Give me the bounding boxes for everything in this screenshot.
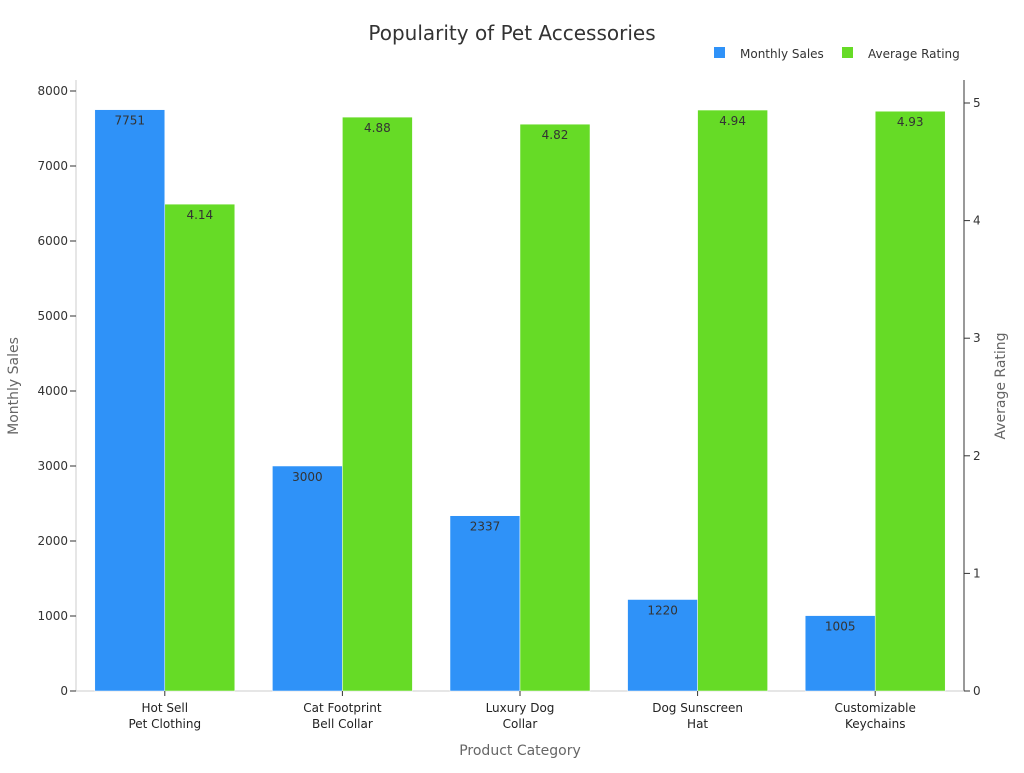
x-tick-label: Pet Clothing	[128, 717, 201, 731]
chart-title: Popularity of Pet Accessories	[368, 21, 655, 45]
x-axis-label: Product Category	[459, 743, 581, 759]
x-tick-label: Hot Sell	[142, 701, 189, 715]
y2-tick-label: 0	[973, 684, 981, 698]
data-label: 4.94	[719, 114, 746, 128]
data-label: 4.82	[542, 128, 569, 142]
x-tick-label: Luxury Dog	[486, 701, 555, 715]
data-label: 7751	[115, 114, 146, 128]
data-label: 4.14	[186, 208, 213, 222]
data-label: 1220	[647, 604, 678, 618]
bar-monthly-sales	[449, 515, 521, 692]
legend-swatch	[842, 47, 853, 58]
bar-average-rating	[874, 110, 946, 692]
bar-average-rating	[519, 123, 591, 692]
legend-label: Monthly Sales	[740, 47, 824, 61]
x-tick-label: Collar	[503, 717, 538, 731]
x-tick-label: Bell Collar	[312, 717, 373, 731]
data-label: 1005	[825, 620, 856, 634]
y-tick-label: 8000	[37, 84, 68, 98]
legend-label: Average Rating	[868, 47, 960, 61]
legend-swatch	[714, 47, 725, 58]
x-tick-label: Keychains	[845, 717, 906, 731]
y-tick-label: 1000	[37, 609, 68, 623]
data-label: 3000	[292, 470, 323, 484]
x-tick-label: Hat	[687, 717, 708, 731]
data-label: 4.88	[364, 121, 391, 135]
bar-monthly-sales	[804, 615, 876, 692]
data-label: 2337	[470, 520, 501, 534]
y2-tick-label: 4	[973, 214, 981, 228]
y2-tick-label: 1	[973, 566, 981, 580]
bar-average-rating	[164, 203, 236, 692]
y-tick-label: 3000	[37, 459, 68, 473]
bar-average-rating	[697, 109, 768, 692]
y-axis-label: Monthly Sales	[6, 337, 22, 435]
bar-average-rating	[342, 116, 413, 692]
y-tick-label: 0	[60, 684, 68, 698]
y-tick-label: 5000	[37, 309, 68, 323]
x-tick-label: Cat Footprint	[303, 701, 382, 715]
bar-monthly-sales	[627, 599, 698, 692]
bar-monthly-sales	[272, 465, 343, 692]
y-tick-label: 2000	[37, 534, 68, 548]
y-tick-label: 6000	[37, 234, 68, 248]
x-tick-label: Dog Sunscreen	[652, 701, 743, 715]
y2-tick-label: 5	[973, 96, 981, 110]
y-tick-label: 7000	[37, 159, 68, 173]
y2-tick-label: 2	[973, 449, 981, 463]
y-tick-label: 4000	[37, 384, 68, 398]
data-label: 4.93	[897, 115, 924, 129]
y2-axis-label: Average Rating	[993, 332, 1009, 439]
y2-tick-label: 3	[973, 331, 981, 345]
bar-monthly-sales	[94, 109, 166, 692]
x-tick-label: Customizable	[835, 701, 916, 715]
